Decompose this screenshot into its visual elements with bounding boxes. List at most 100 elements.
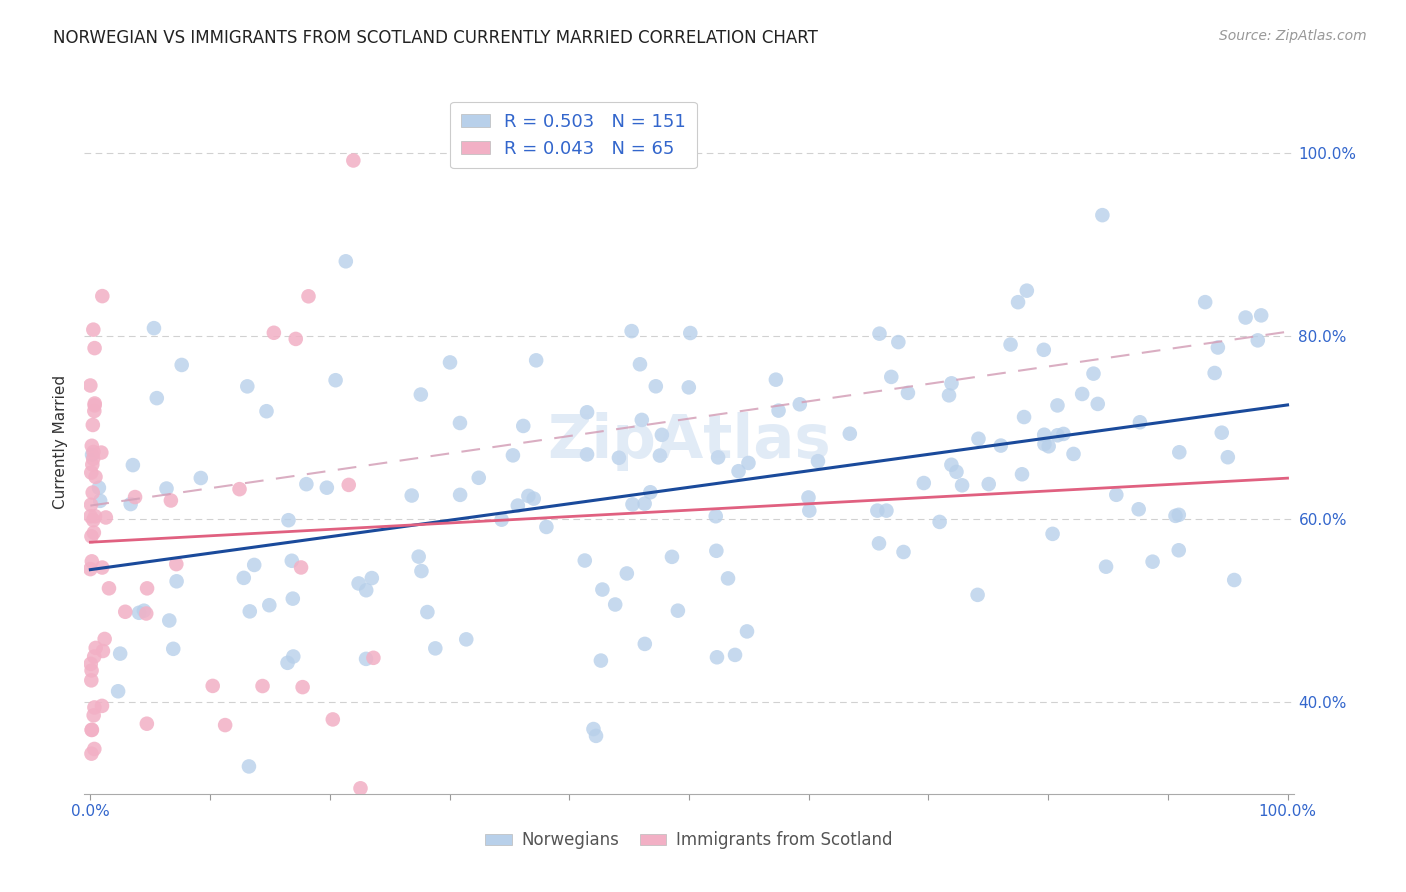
Point — [108, 647, 131, 661]
Point — [1087, 397, 1109, 411]
Point — [1007, 295, 1029, 310]
Point — [468, 471, 491, 485]
Point — [408, 549, 430, 564]
Point — [1194, 295, 1216, 310]
Point — [576, 447, 599, 461]
Point — [166, 574, 188, 589]
Point — [124, 490, 146, 504]
Point — [80, 657, 103, 671]
Text: Source: ZipAtlas.com: Source: ZipAtlas.com — [1219, 29, 1367, 43]
Point — [80, 747, 103, 761]
Point — [80, 554, 103, 568]
Point — [165, 557, 187, 571]
Point — [360, 571, 382, 585]
Point — [634, 637, 657, 651]
Point — [83, 649, 105, 664]
Point — [83, 404, 105, 418]
Point — [1063, 447, 1085, 461]
Point — [91, 698, 114, 713]
Point — [142, 321, 165, 335]
Point — [284, 332, 307, 346]
Point — [582, 722, 605, 736]
Point — [354, 583, 377, 598]
Point — [1012, 410, 1035, 425]
Point — [93, 632, 115, 646]
Point — [79, 378, 101, 392]
Point — [83, 341, 105, 355]
Point — [84, 509, 107, 524]
Point — [80, 439, 103, 453]
Point — [1128, 502, 1150, 516]
Point — [897, 385, 920, 400]
Point — [342, 153, 364, 168]
Point — [1129, 415, 1152, 429]
Point — [416, 605, 439, 619]
Point — [1223, 573, 1246, 587]
Point — [201, 679, 224, 693]
Point — [91, 644, 114, 658]
Point — [1033, 437, 1056, 451]
Point — [1105, 488, 1128, 502]
Point — [1206, 341, 1229, 355]
Point — [990, 439, 1012, 453]
Point — [1095, 559, 1118, 574]
Point — [170, 358, 193, 372]
Point — [232, 571, 254, 585]
Point — [291, 680, 314, 694]
Point — [97, 814, 120, 829]
Point — [449, 488, 471, 502]
Point — [517, 489, 540, 503]
Point — [91, 289, 114, 303]
Point — [1033, 427, 1056, 442]
Point — [706, 543, 728, 558]
Point — [591, 582, 613, 597]
Point — [945, 465, 967, 479]
Point — [640, 485, 662, 500]
Point — [707, 450, 730, 465]
Point — [80, 664, 103, 678]
Point — [315, 481, 337, 495]
Point — [80, 723, 103, 737]
Point — [107, 684, 129, 698]
Point — [146, 391, 169, 405]
Point — [704, 509, 727, 524]
Point — [83, 396, 105, 410]
Point — [411, 564, 433, 578]
Point — [585, 729, 607, 743]
Point — [1091, 208, 1114, 222]
Point — [136, 582, 159, 596]
Point — [524, 353, 547, 368]
Point — [1032, 343, 1054, 357]
Point — [506, 499, 529, 513]
Point — [941, 458, 963, 472]
Point — [363, 650, 385, 665]
Point — [243, 558, 266, 572]
Point — [155, 482, 177, 496]
Point — [80, 466, 103, 480]
Point — [80, 498, 103, 512]
Point — [82, 451, 104, 466]
Point — [354, 652, 377, 666]
Point — [238, 759, 260, 773]
Point — [644, 379, 666, 393]
Point — [621, 497, 644, 511]
Point — [977, 477, 1000, 491]
Point — [122, 458, 145, 472]
Point — [82, 417, 104, 432]
Point — [536, 520, 558, 534]
Point — [114, 605, 136, 619]
Point — [869, 326, 891, 341]
Point — [83, 742, 105, 756]
Point — [620, 324, 643, 338]
Point — [651, 428, 673, 442]
Point — [80, 529, 103, 543]
Point — [252, 679, 274, 693]
Point — [132, 604, 155, 618]
Point — [89, 493, 111, 508]
Point — [83, 700, 105, 714]
Point — [706, 650, 728, 665]
Point — [1216, 450, 1239, 465]
Point — [666, 604, 689, 618]
Point — [727, 464, 749, 478]
Point — [277, 513, 299, 527]
